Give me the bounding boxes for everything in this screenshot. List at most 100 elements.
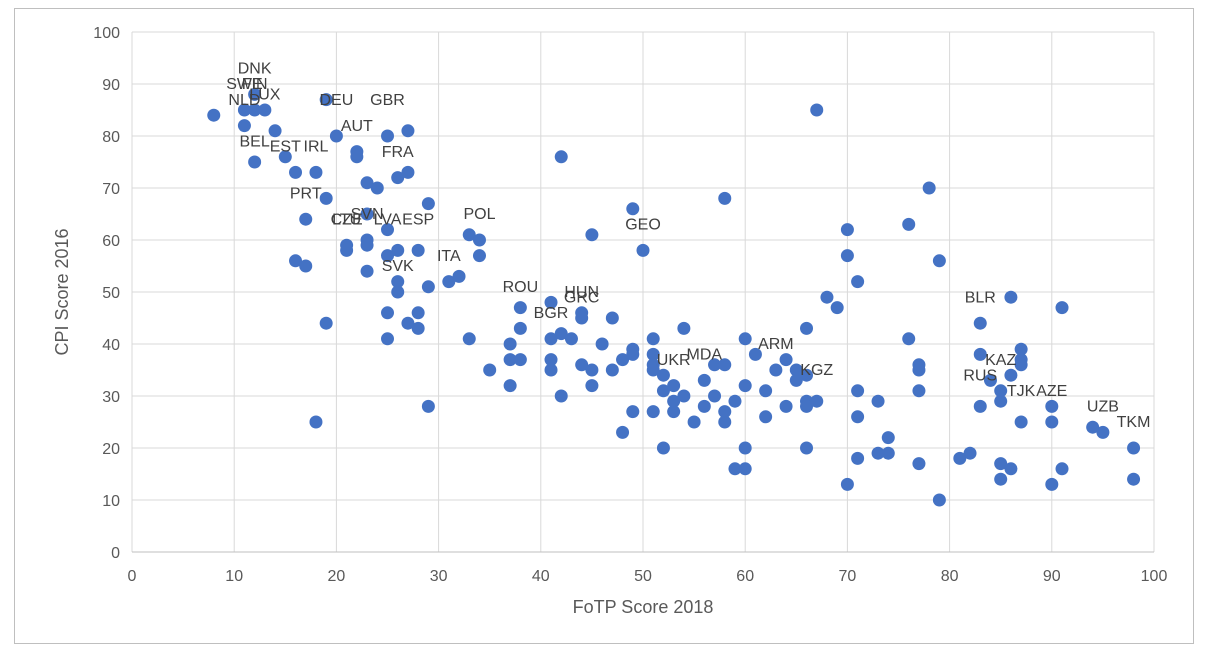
x-tick-label: 0 xyxy=(128,568,137,585)
data-point xyxy=(953,451,967,465)
y-tick-label: 30 xyxy=(102,389,120,406)
data-points xyxy=(207,87,1141,507)
data-point xyxy=(830,301,844,315)
data-point xyxy=(881,446,895,460)
data-point xyxy=(973,316,987,330)
data-point xyxy=(759,410,773,424)
data-point xyxy=(871,446,885,460)
data-point xyxy=(738,462,752,476)
data-point xyxy=(779,399,793,413)
data-point xyxy=(289,254,303,268)
data-point xyxy=(360,264,374,278)
data-point xyxy=(779,353,793,367)
data-point xyxy=(789,373,803,387)
data-point xyxy=(585,363,599,377)
point-label: KGZ xyxy=(800,362,833,379)
data-point xyxy=(442,275,456,289)
data-point xyxy=(1014,358,1028,372)
data-point xyxy=(472,249,486,263)
data-point xyxy=(677,389,691,403)
point-label: TJK xyxy=(1007,383,1036,400)
data-point xyxy=(963,446,977,460)
data-point xyxy=(381,332,394,346)
data-point xyxy=(248,155,262,169)
y-tick-label: 20 xyxy=(102,441,120,458)
data-point xyxy=(575,358,589,372)
data-point xyxy=(708,358,722,372)
point-label: EST xyxy=(270,139,301,156)
data-point xyxy=(503,379,517,393)
data-point xyxy=(401,165,415,179)
x-tick-label: 10 xyxy=(225,568,243,585)
y-tick-label: 40 xyxy=(102,337,120,354)
data-point xyxy=(391,275,405,289)
data-point xyxy=(994,457,1008,471)
data-point xyxy=(207,108,221,122)
point-label: LTU xyxy=(332,211,361,228)
data-point xyxy=(656,368,670,382)
data-point xyxy=(697,373,711,387)
data-point xyxy=(237,103,251,117)
data-point xyxy=(585,228,599,242)
data-point xyxy=(871,394,885,408)
axes: 0 10 20 30 40 50 60 70 80 90 100 0 10 20 30 40 50 60 70 80 9… xyxy=(93,25,1167,585)
data-point xyxy=(564,332,578,346)
point-label: BLR xyxy=(965,289,996,306)
data-point xyxy=(278,150,292,164)
data-point xyxy=(851,384,865,398)
point-label: ITA xyxy=(437,248,461,265)
data-point xyxy=(994,394,1008,408)
data-point xyxy=(544,363,558,377)
data-point xyxy=(667,394,681,408)
data-point xyxy=(605,311,619,325)
data-point xyxy=(810,394,824,408)
y-tick-label: 60 xyxy=(102,233,120,250)
data-point xyxy=(544,332,558,346)
x-tick-label: 70 xyxy=(839,568,857,585)
data-point xyxy=(922,181,936,195)
data-point xyxy=(381,223,394,237)
data-point xyxy=(1045,415,1059,429)
data-point xyxy=(973,399,987,413)
data-point xyxy=(1045,399,1059,413)
data-point xyxy=(656,384,670,398)
point-label: DNK xyxy=(238,61,272,78)
data-point xyxy=(646,332,660,346)
data-point xyxy=(340,243,354,257)
data-point xyxy=(411,321,425,335)
data-point xyxy=(1096,425,1110,439)
data-point xyxy=(258,103,272,117)
point-label: POL xyxy=(463,206,495,223)
data-point xyxy=(800,368,814,382)
data-point xyxy=(289,165,303,179)
x-tick-label: 90 xyxy=(1043,568,1061,585)
data-point xyxy=(840,249,854,263)
data-point xyxy=(299,259,313,273)
data-point xyxy=(554,327,568,341)
y-tick-label: 50 xyxy=(102,285,120,302)
x-tick-label: 40 xyxy=(532,568,550,585)
data-point xyxy=(309,165,323,179)
data-point xyxy=(810,103,824,117)
data-point xyxy=(381,249,394,263)
data-point xyxy=(1014,415,1028,429)
x-tick-label: 100 xyxy=(1141,568,1168,585)
data-point xyxy=(585,379,599,393)
point-label: RUS xyxy=(963,367,997,384)
data-point xyxy=(503,353,517,367)
data-point xyxy=(748,347,762,361)
data-point xyxy=(391,171,405,185)
data-point xyxy=(728,394,742,408)
data-point xyxy=(626,405,640,419)
data-point xyxy=(1055,462,1069,476)
data-point xyxy=(881,431,895,445)
data-point xyxy=(646,405,660,419)
data-point xyxy=(350,150,364,164)
point-label: ROU xyxy=(503,279,539,296)
point-label: IRL xyxy=(304,139,329,156)
data-point xyxy=(1045,477,1059,491)
data-point xyxy=(851,451,865,465)
data-point xyxy=(1004,290,1018,304)
data-point xyxy=(391,285,405,299)
data-point xyxy=(851,410,865,424)
